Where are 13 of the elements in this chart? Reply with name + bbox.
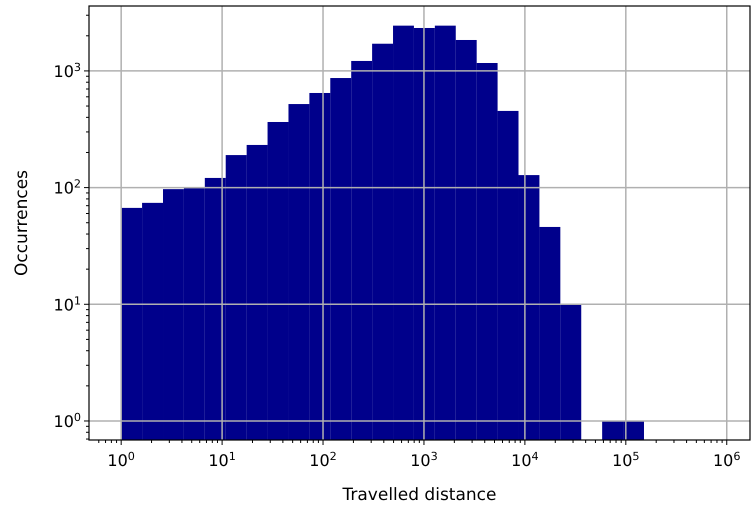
x-axis-title: Travelled distance <box>342 485 496 505</box>
y-tick-label: 10$^{1}$ <box>54 294 81 314</box>
x-tick-label: 10$^{2}$ <box>309 450 337 470</box>
x-tick-label: 10$^{6}$ <box>713 450 740 470</box>
x-tick-label: 10$^{3}$ <box>410 450 438 470</box>
y-tick-label: 10$^{3}$ <box>54 60 81 81</box>
x-tick-label: 10$^{5}$ <box>612 450 640 470</box>
y-axis-title: Occurrences <box>12 170 32 276</box>
y-tick-label: 10$^{2}$ <box>54 177 81 198</box>
y-tick-label: 10$^{0}$ <box>54 410 81 431</box>
x-tick-label: 10$^{1}$ <box>208 450 236 470</box>
x-tick-label: 10$^{0}$ <box>107 450 135 470</box>
x-tick-label: 10$^{4}$ <box>511 450 539 470</box>
